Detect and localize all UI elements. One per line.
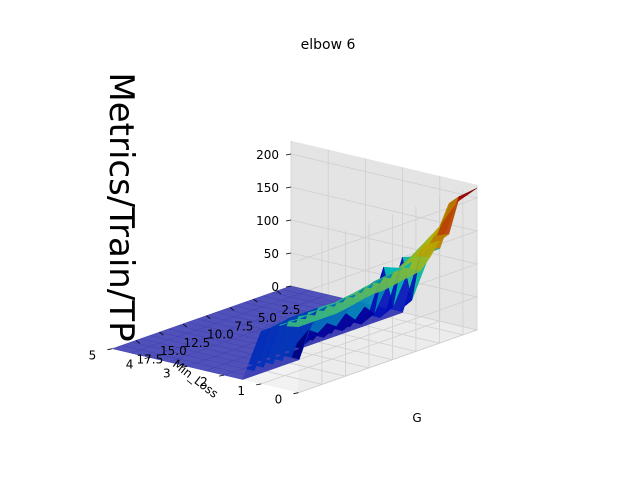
x-axis-label: G xyxy=(412,411,421,425)
x-tick-label: 10.0 xyxy=(207,328,234,342)
x-tick-mark xyxy=(159,331,164,336)
z-tick-label: 0 xyxy=(271,280,279,294)
y-tick-label: 4 xyxy=(126,358,134,372)
y-tick-label: 2 xyxy=(200,375,208,389)
y-tick-label: 3 xyxy=(163,366,171,380)
x-tick-label: 5.0 xyxy=(258,311,277,325)
y-tick-mark xyxy=(293,392,299,395)
axis-ticks: 2.55.07.510.012.515.017.5012345050100150… xyxy=(89,148,301,407)
x-tick-mark xyxy=(206,315,211,320)
y-tick-mark xyxy=(181,365,187,368)
grid-line-z xyxy=(290,252,479,361)
surface-plot xyxy=(111,187,478,380)
z-tick-label: 200 xyxy=(256,148,279,162)
chart-title: elbow 6 xyxy=(301,37,356,53)
y-tick-label: 5 xyxy=(89,349,97,363)
z-tick-label: 150 xyxy=(256,181,279,195)
x-tick-mark xyxy=(253,298,258,303)
z-tick-mark xyxy=(285,219,292,222)
y-tick-mark xyxy=(256,383,262,386)
x-tick-label: 17.5 xyxy=(137,352,164,366)
z-tick-mark xyxy=(285,252,292,255)
x-tick-mark xyxy=(182,323,188,328)
grid-line-z xyxy=(290,186,479,295)
z-tick-mark xyxy=(285,186,292,189)
back-pane-right xyxy=(291,140,477,330)
y-tick-label: 1 xyxy=(237,384,245,398)
z-axis-label: Metrics/Train/TP xyxy=(101,72,141,341)
z-tick-label: 50 xyxy=(264,247,279,261)
x-tick-label: 15.0 xyxy=(160,344,187,358)
x-tick-mark xyxy=(135,340,141,344)
z-tick-mark xyxy=(285,153,292,156)
z-tick-mark xyxy=(285,285,292,288)
x-tick-label: 12.5 xyxy=(184,336,211,350)
y-tick-mark xyxy=(107,348,113,351)
y-tick-mark xyxy=(218,374,225,377)
y-tick-label: 0 xyxy=(275,393,283,407)
x-tick-label: 2.5 xyxy=(281,303,300,317)
x-tick-mark xyxy=(229,307,235,311)
x-tick-mark xyxy=(276,290,282,295)
z-tick-label: 100 xyxy=(256,214,279,228)
x-tick-label: 7.5 xyxy=(234,319,253,333)
grid-line-z xyxy=(290,153,479,262)
y-tick-mark xyxy=(144,357,150,359)
